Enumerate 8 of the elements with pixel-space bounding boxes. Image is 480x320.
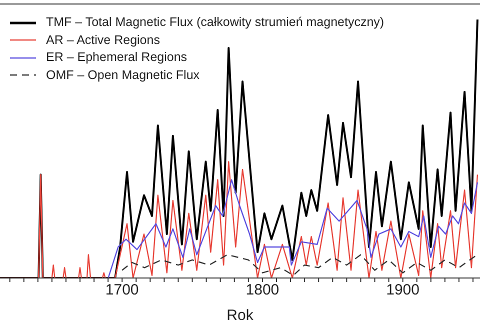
legend-label: TMF – Total Magnetic Flux (całkowity strumień magnetyczny) (46, 14, 384, 31)
x-tick-label: 1700 (105, 282, 139, 299)
x-tick-label: 1800 (246, 282, 280, 299)
x-axis-title: Rok (226, 307, 254, 320)
legend-label: AR – Active Regions (46, 32, 160, 49)
legend-label: ER – Ephemeral Regions (46, 49, 188, 66)
legend-label: OMF – Open Magnetic Flux (46, 66, 200, 84)
x-tick-label: 1900 (386, 282, 420, 299)
